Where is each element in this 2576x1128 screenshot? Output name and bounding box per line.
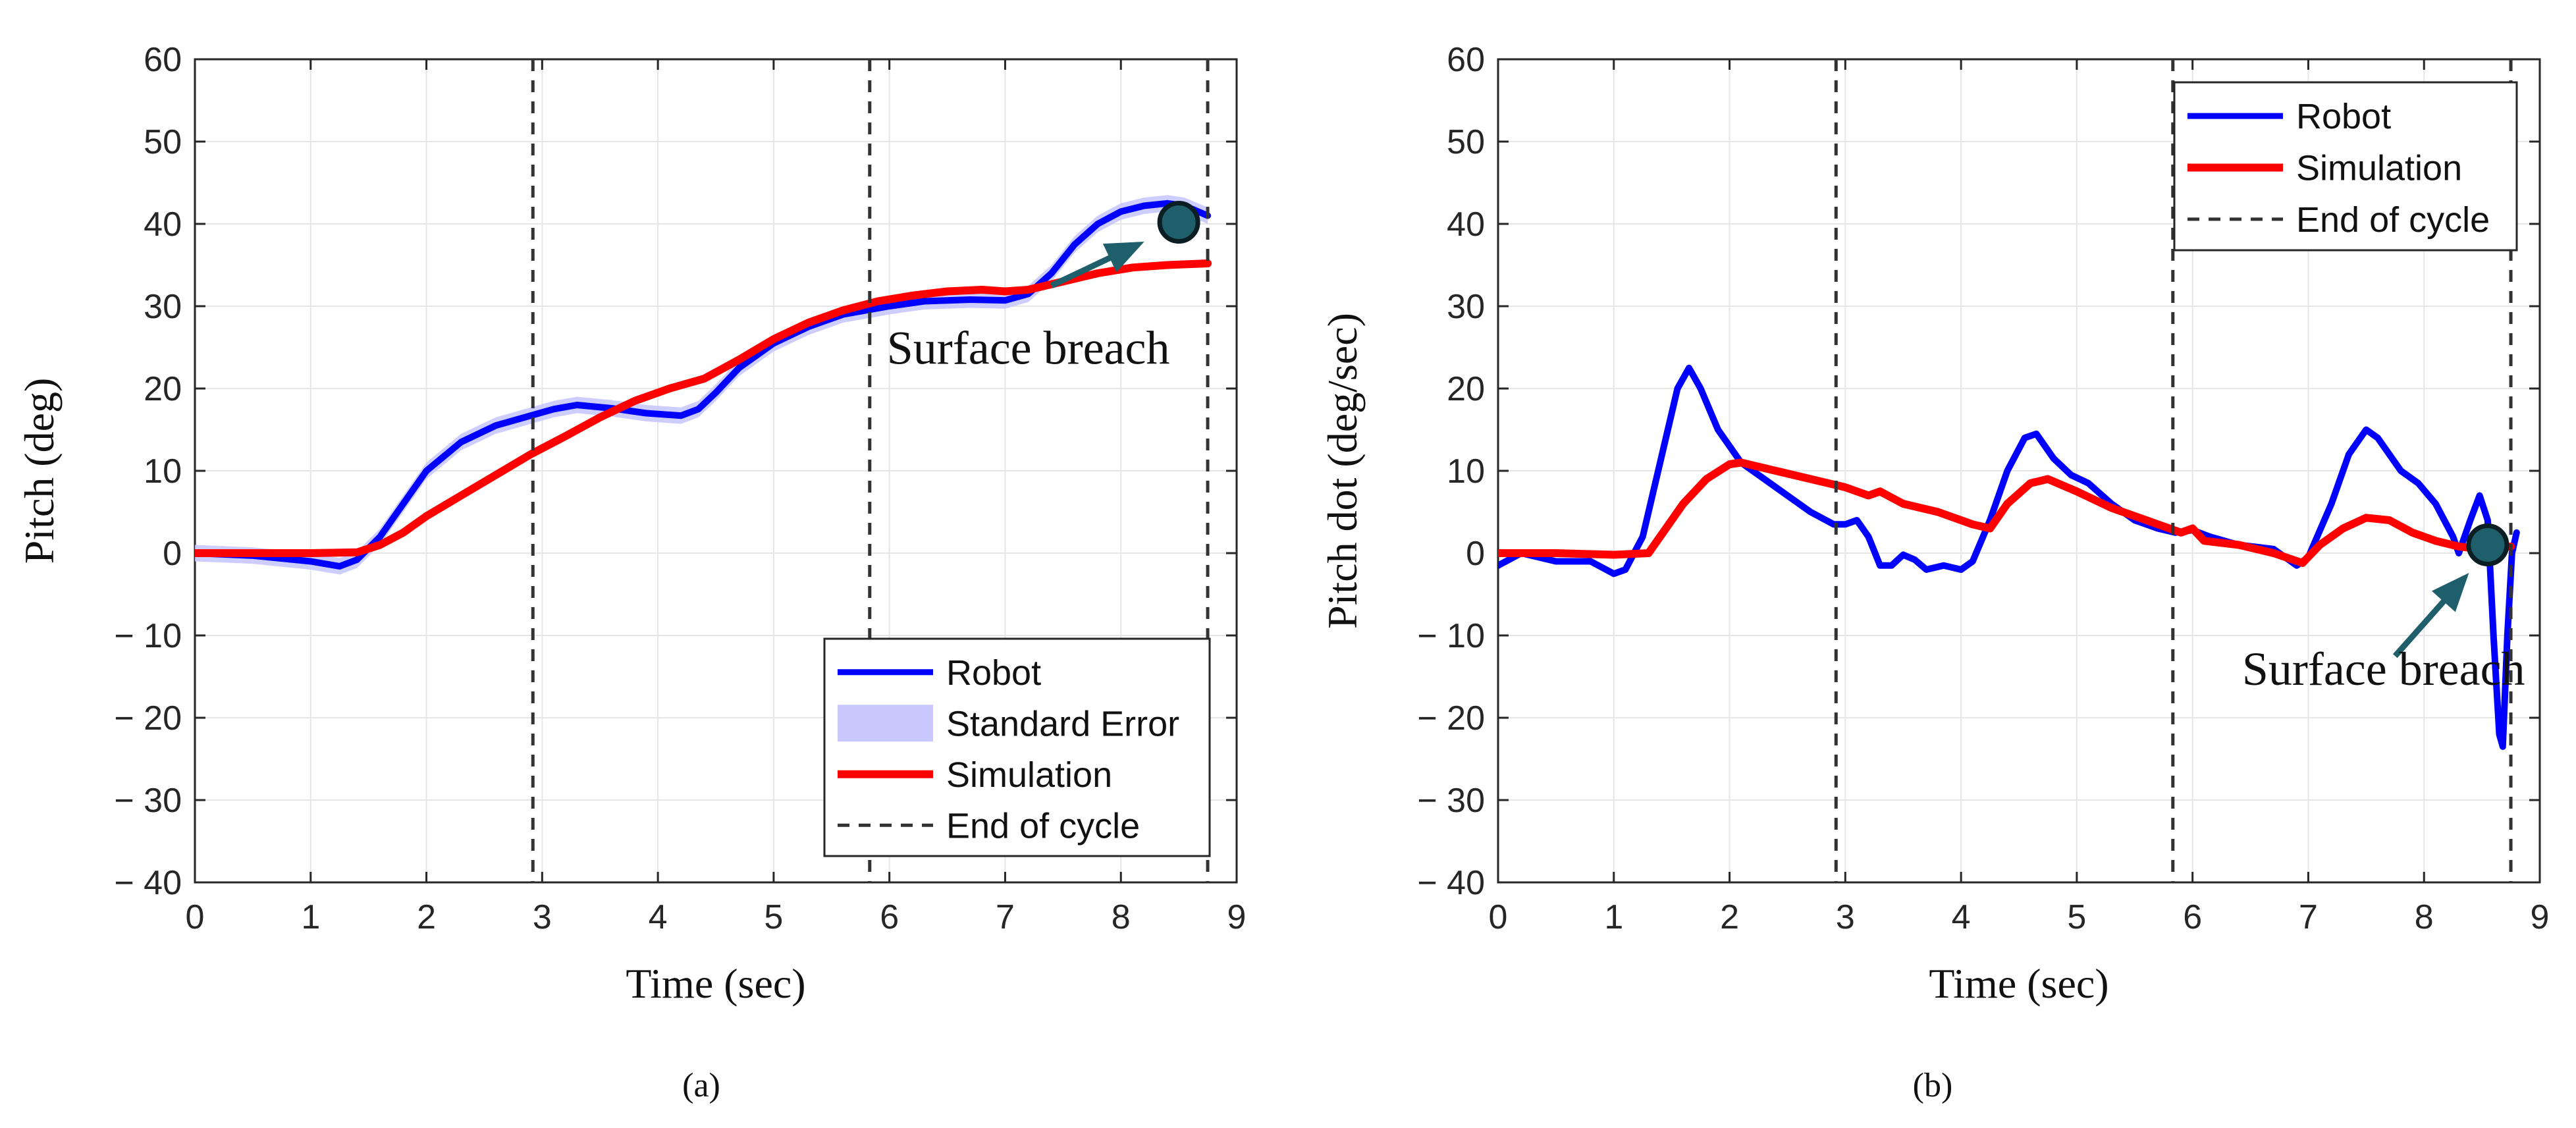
y-tick-label: 20 [144,370,182,408]
x-tick-label: 9 [1227,898,1247,936]
y-tick-label: 50 [1447,123,1485,161]
legend-label: Robot [946,653,1041,693]
x-tick-label: 2 [1720,898,1739,936]
x-tick-label: 8 [1112,898,1131,936]
x-tick-label: 6 [880,898,899,936]
x-tick-label: 5 [764,898,783,936]
caption-a: (a) [682,1067,720,1104]
x-tick-label: 4 [1952,898,1971,936]
y-axis-label: Pitch (deg) [16,378,63,564]
y-tick-label: 0 [163,535,182,573]
y-tick-label: − 30 [114,782,182,820]
chart-panel-a: 0 1 2 3 4 5 6 7 8 9 − 40 − 30 − 20 − 10 0 10 20 30 40 50 60 T… [16,41,1246,1007]
data-layer [1498,364,2520,750]
y-tick-label: 10 [1447,452,1485,491]
legend-label: End of cycle [2296,200,2490,240]
y-tick-label: 60 [144,41,182,79]
y-tick-label: 50 [144,123,182,161]
legend-label: Standard Error [946,704,1179,743]
legend-label: Simulation [2296,149,2462,188]
legend-label: Simulation [946,755,1112,795]
x-tick-label: 8 [2415,898,2434,936]
y-tick-label: − 10 [114,617,182,655]
y-tick-label: 40 [144,205,182,244]
annotation-text: Surface breach [887,322,1170,375]
series-simulation-line [195,259,1212,557]
y-tick-label: 40 [1447,205,1485,244]
y-tick-label: − 10 [1417,617,1485,655]
series-simulation-line [1498,458,2515,567]
surface-breach-marker [1157,201,1200,244]
y-tick-label: 10 [144,452,182,491]
x-tick-label: 7 [996,898,1015,936]
y-tick-label: − 40 [1417,864,1485,902]
annotation-text: Surface breach [2242,643,2525,695]
y-tick-label: 20 [1447,370,1485,408]
x-tick-label: 3 [533,898,552,936]
x-tick-label: 4 [649,898,668,936]
y-axis-label: Pitch dot (deg/sec) [1319,313,1366,629]
x-tick-label: 0 [1489,898,1508,936]
x-axis-label: Time (sec) [626,960,805,1007]
series-robot-line [1498,364,2520,750]
legend-swatch-standard-error [838,705,933,742]
y-tick-label: − 20 [1417,699,1485,738]
x-tick-label: 2 [417,898,436,936]
series-robot-line [195,200,1212,570]
x-tick-label: 1 [301,898,320,936]
x-tick-label: 9 [2531,898,2550,936]
legend-label: Robot [2296,97,2391,136]
y-tick-label: 30 [1447,288,1485,326]
y-tick-label: − 30 [1417,782,1485,820]
y-tick-label: − 20 [114,699,182,738]
x-axis-label: Time (sec) [1929,960,2108,1007]
x-tick-label: 0 [186,898,205,936]
x-tick-label: 1 [1604,898,1623,936]
standard-error-band [195,195,1208,575]
x-tick-label: 7 [2299,898,2318,936]
legend-label: End of cycle [946,806,1140,846]
annotation-arrow-head [2431,573,2469,612]
y-tick-label: 0 [1466,535,1485,573]
chart-panel-b: 0 1 2 3 4 5 6 7 8 9 − 40 − 30 − 20 − 10 0 10 20 30 40 50 60 T… [1319,41,2549,1007]
y-tick-label: 60 [1447,41,1485,79]
x-tick-label: 6 [2183,898,2202,936]
caption-b: (b) [1913,1067,1953,1104]
y-tick-label: − 40 [114,864,182,902]
annotation-arrow-head [1102,241,1144,273]
x-tick-label: 3 [1836,898,1855,936]
y-tick-label: 30 [144,288,182,326]
data-layer [195,195,1212,575]
x-tick-label: 5 [2067,898,2086,936]
surface-breach-marker [2466,524,2509,566]
